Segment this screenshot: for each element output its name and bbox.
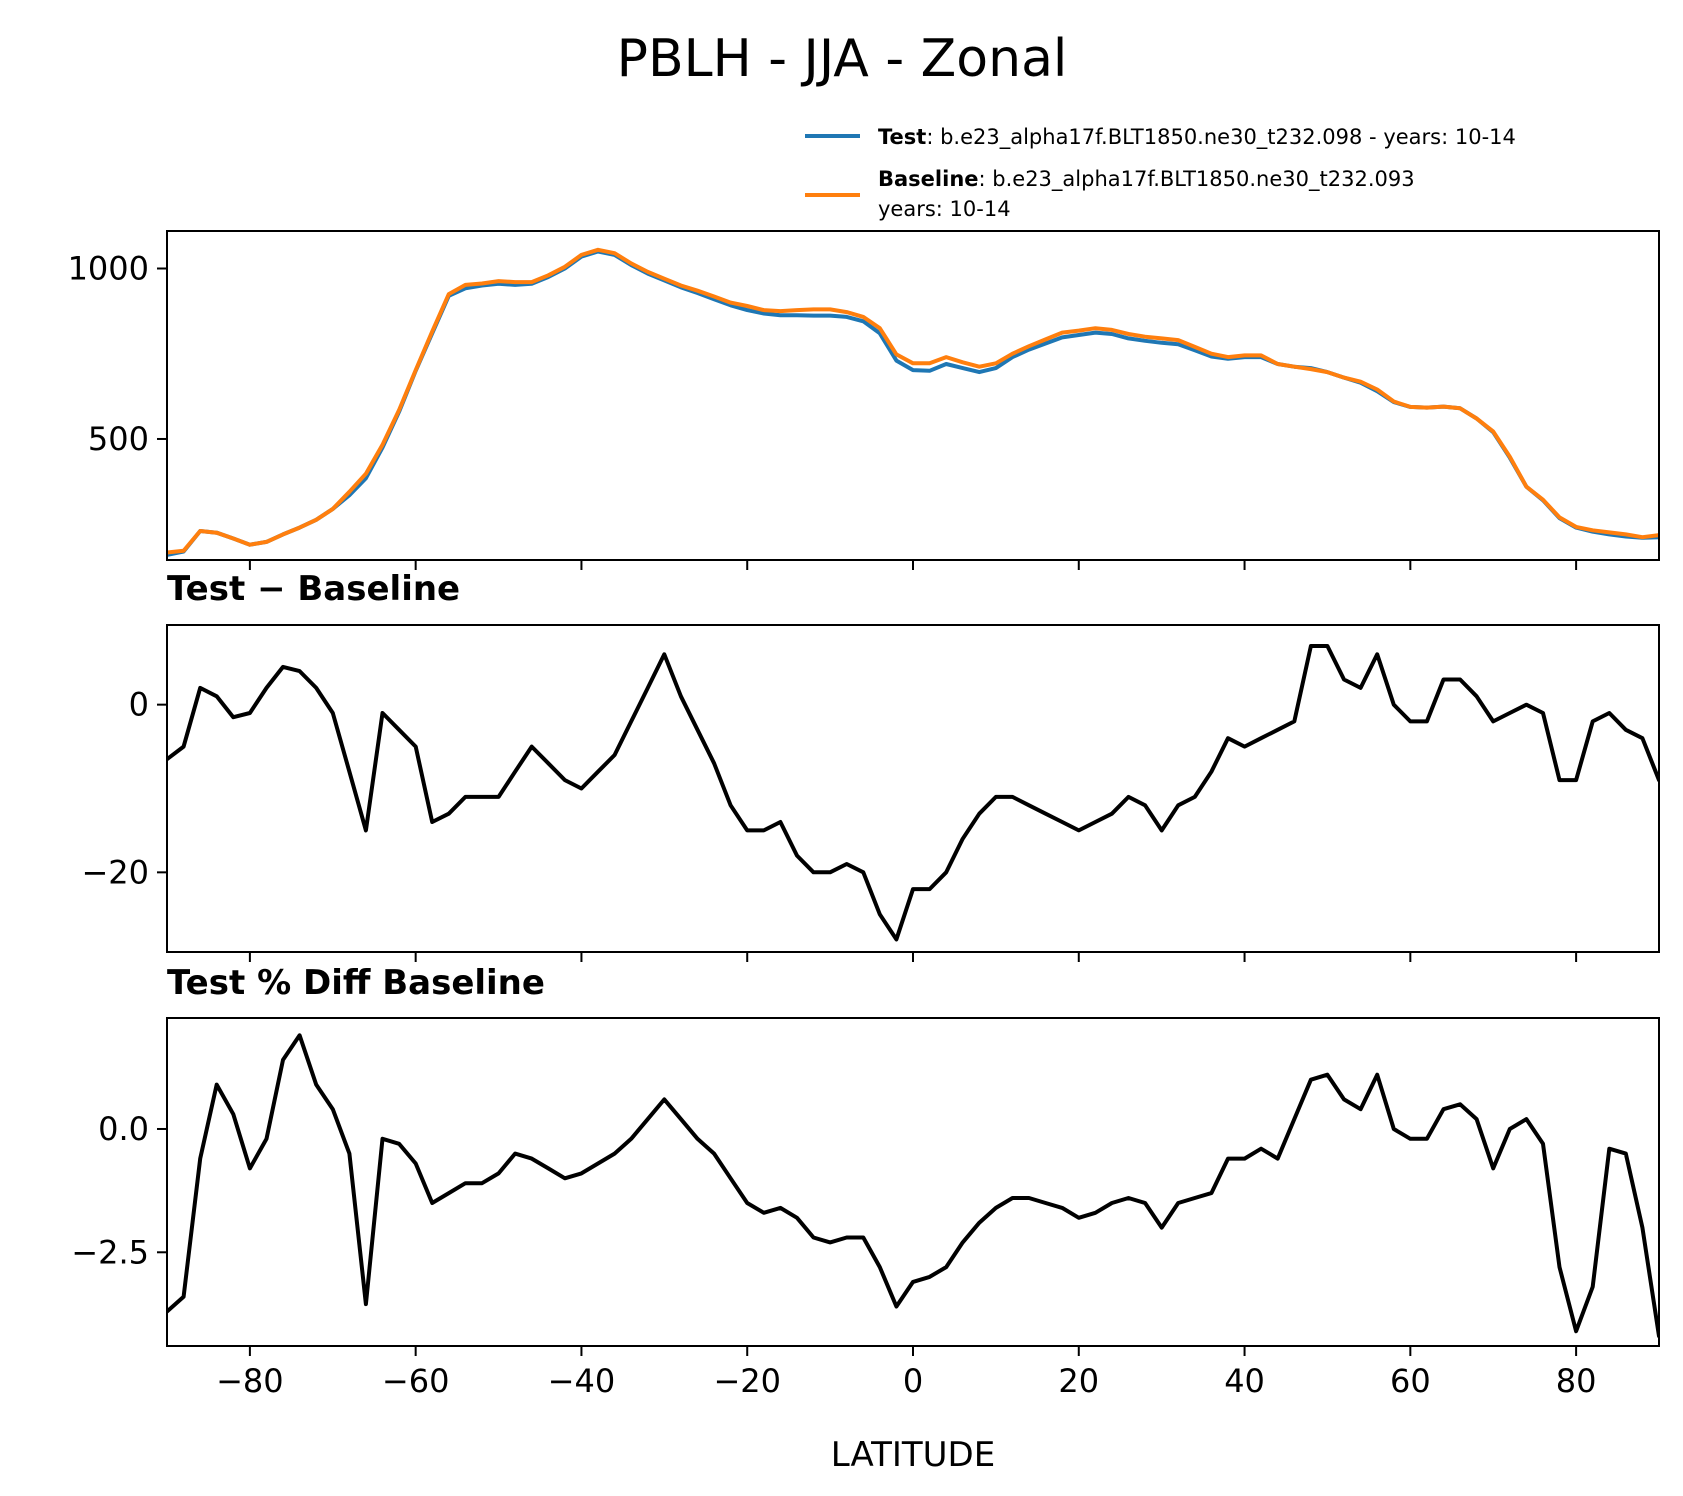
zonal-mean-ytick-label: 500	[88, 420, 149, 458]
x-tick-label: 0	[903, 1362, 923, 1400]
panel-percent-diff-frame	[166, 1017, 1660, 1347]
panel-difference-frame	[166, 624, 1660, 953]
x-tick-label: 40	[1224, 1362, 1265, 1400]
zonal-mean-line-baseline	[167, 247, 1659, 555]
x-tick-label: 80	[1556, 1362, 1597, 1400]
panel-difference-title: Test − Baseline	[167, 569, 460, 609]
legend-label-baseline: Baseline: b.e23_alpha17f.BLT1850.ne30_t2…	[878, 167, 1415, 192]
panel-difference: −20 0	[81, 624, 1660, 962]
x-tick-label: −80	[216, 1362, 284, 1400]
x-tick-label: 60	[1390, 1362, 1431, 1400]
difference-ytick-label: 0	[129, 686, 149, 724]
panel-percent-diff-title: Test % Diff Baseline	[167, 963, 545, 1003]
x-tick-label: −40	[548, 1362, 616, 1400]
legend-label-baseline-years: years: 10-14	[878, 197, 1011, 221]
panel-percent-diff-ticks: −2.5 0.0 −80 −60 −40 −20 0 20 40 60 80	[71, 1110, 1596, 1400]
x-tick-label: 20	[1058, 1362, 1099, 1400]
panel-percent-diff: −2.5 0.0 −80 −60 −40 −20 0 20 40 60 80	[71, 1017, 1660, 1400]
panel-difference-ticks: −20 0	[81, 686, 1578, 962]
x-axis-label: LATITUDE	[831, 1435, 995, 1475]
zonal-mean-ytick-label: 1000	[68, 250, 149, 288]
zonal-mean-line-test	[167, 249, 1659, 557]
panel-percent-diff-lines	[167, 1033, 1659, 1339]
legend: Test: b.e23_alpha17f.BLT1850.ne30_t232.0…	[805, 125, 1516, 221]
legend-label-test: Test: b.e23_alpha17f.BLT1850.ne30_t232.0…	[878, 125, 1516, 150]
panel-difference-lines	[167, 644, 1659, 942]
x-tick-label: −20	[713, 1362, 781, 1400]
panel-zonal-mean: 500 1000	[68, 230, 1660, 570]
figure-title: PBLH - JJA - Zonal	[617, 29, 1068, 89]
percent-diff-line-series	[167, 1033, 1659, 1339]
percent-diff-ytick-label: −2.5	[71, 1233, 149, 1271]
x-tick-label: −60	[382, 1362, 450, 1400]
difference-line-series	[167, 644, 1659, 942]
panel-zonal-mean-lines	[167, 247, 1659, 557]
panel-zonal-mean-frame	[166, 230, 1660, 561]
difference-ytick-label: −20	[81, 853, 149, 891]
panel-zonal-mean-ticks: 500 1000	[68, 250, 1578, 570]
percent-diff-ytick-label: 0.0	[98, 1110, 149, 1148]
